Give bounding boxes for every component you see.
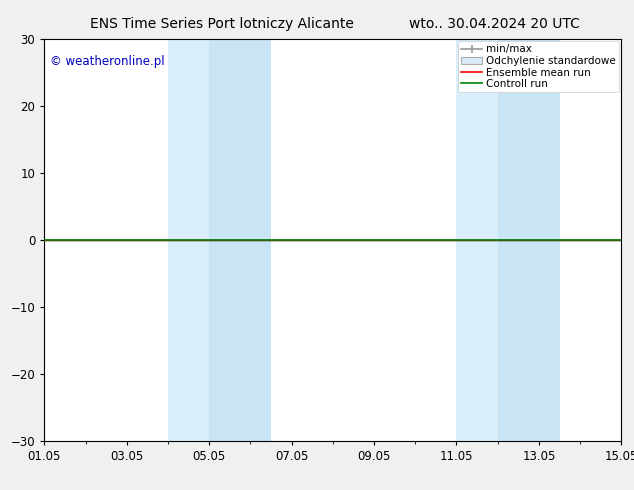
Legend: min/max, Odchylenie standardowe, Ensemble mean run, Controll run: min/max, Odchylenie standardowe, Ensembl…: [458, 41, 619, 92]
Bar: [456, 39, 498, 441]
Text: wto.. 30.04.2024 20 UTC: wto.. 30.04.2024 20 UTC: [409, 17, 580, 31]
Text: © weatheronline.pl: © weatheronline.pl: [50, 55, 165, 68]
Bar: [498, 39, 559, 441]
Bar: [209, 39, 271, 441]
Bar: [168, 39, 209, 441]
Text: ENS Time Series Port lotniczy Alicante: ENS Time Series Port lotniczy Alicante: [90, 17, 354, 31]
